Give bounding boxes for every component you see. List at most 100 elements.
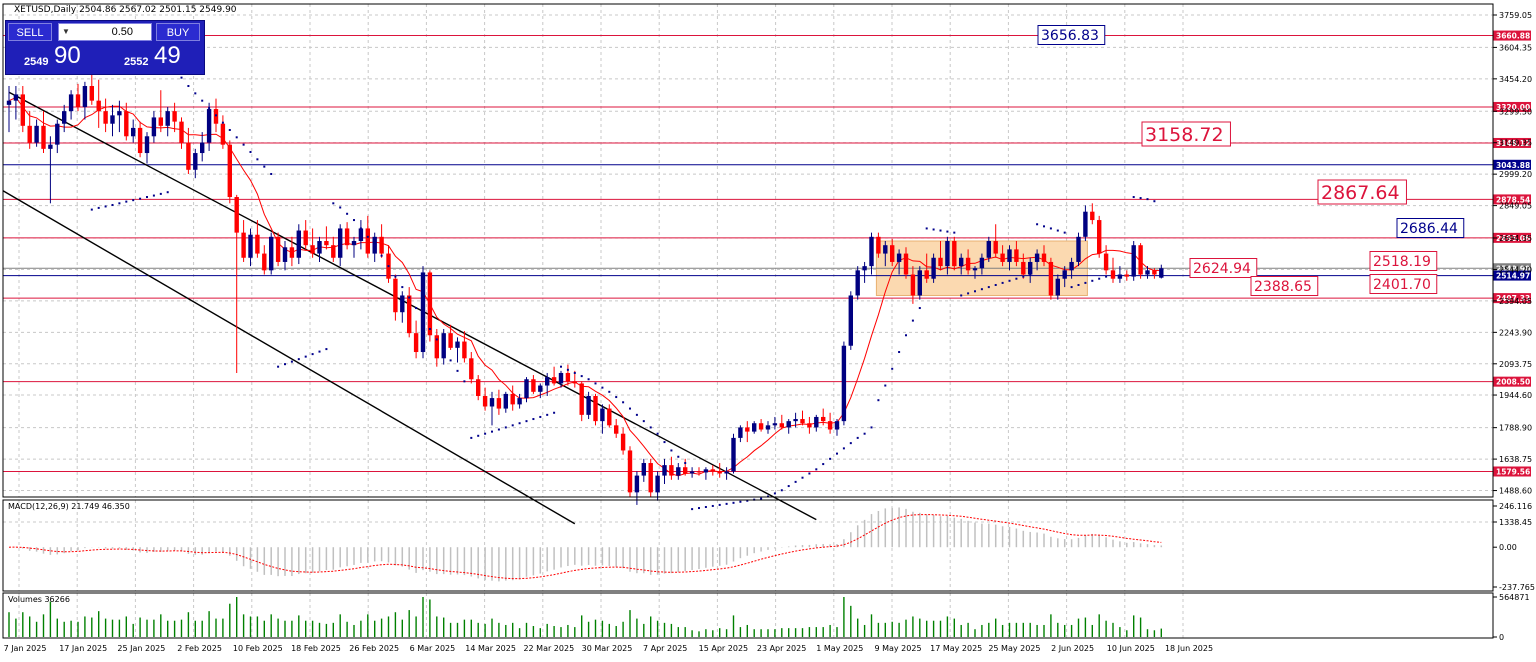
sell-button[interactable]: SELL xyxy=(8,23,52,41)
sar-dot xyxy=(511,424,514,427)
channel-lower-line[interactable] xyxy=(2,190,576,525)
sar-dot xyxy=(967,292,970,295)
sar-dot xyxy=(311,353,314,356)
macd-y-tick-label: 0.00 xyxy=(1499,543,1517,552)
sar-dot xyxy=(359,227,362,230)
candle-body xyxy=(752,423,757,432)
candle-body xyxy=(1000,253,1005,262)
candle-body xyxy=(227,144,232,198)
sar-dot xyxy=(656,432,659,435)
annotation-label: 2867.64 xyxy=(1321,182,1400,204)
candle xyxy=(324,226,329,250)
sar-dot xyxy=(497,428,500,431)
level-tag xyxy=(1493,194,1531,205)
channel-upper-line[interactable] xyxy=(8,91,817,521)
candle xyxy=(696,467,702,476)
candle xyxy=(738,425,743,443)
candle xyxy=(1021,253,1026,279)
y-tick-label: 1488.60 xyxy=(1499,487,1532,496)
sar-dot xyxy=(560,365,562,368)
candle xyxy=(241,220,246,262)
candle-body xyxy=(489,398,495,407)
candle-body xyxy=(848,295,853,346)
level-tag xyxy=(1493,293,1531,304)
annotation-box[interactable] xyxy=(1317,179,1407,205)
one-click-trading-panel: SELL ▼ 0.50 BUY 2549 90 2552 49 xyxy=(5,20,205,75)
candle xyxy=(855,266,860,300)
candle xyxy=(669,456,674,480)
sar-dot xyxy=(822,463,825,466)
candle-body xyxy=(220,123,226,145)
candle-body xyxy=(158,117,163,126)
lot-size-field[interactable]: ▼ 0.50 xyxy=(58,23,152,41)
candle xyxy=(151,111,157,143)
sar-dot xyxy=(987,286,990,289)
annotation-box[interactable] xyxy=(1141,121,1231,147)
candle xyxy=(903,247,909,279)
candle xyxy=(1055,274,1060,300)
candle-body xyxy=(676,467,681,476)
sar-dot xyxy=(1008,279,1011,282)
candle-body xyxy=(807,423,812,428)
candle-body xyxy=(131,127,136,137)
sar-dot xyxy=(394,275,397,278)
x-tick-label: 17 Jan 2025 xyxy=(59,644,107,653)
sell-price-small: 2549 xyxy=(24,56,49,68)
macd-panel: MACD(12,26,9) 21.749 46.350 246.116 0.00 -2… xyxy=(8,502,1535,592)
sar-dot xyxy=(629,407,631,410)
annotation-box[interactable] xyxy=(1396,218,1465,238)
candle xyxy=(579,381,584,422)
lot-dropdown-icon[interactable]: ▼ xyxy=(62,27,70,36)
sar-dot xyxy=(863,432,866,435)
candle xyxy=(972,266,978,279)
candle-body xyxy=(324,241,329,246)
sell-price[interactable]: 2549 90 xyxy=(6,42,102,72)
candle-body xyxy=(710,469,715,472)
candle-body xyxy=(20,94,25,126)
level-tag-label: 2514.97 xyxy=(1496,272,1530,281)
candle-body xyxy=(689,471,695,474)
level-tag-label: 3148.12 xyxy=(1496,139,1530,148)
annotation-box[interactable] xyxy=(1369,274,1438,294)
macd-signal-line xyxy=(8,514,1162,580)
sar-dot xyxy=(1043,225,1045,228)
candle xyxy=(55,119,60,154)
x-tick-label: 25 May 2025 xyxy=(988,644,1040,653)
annotation-box[interactable] xyxy=(1369,251,1438,271)
sar-dot xyxy=(849,442,852,445)
sar-dot xyxy=(373,244,376,247)
candle-body xyxy=(117,111,122,116)
candle xyxy=(503,391,508,413)
annotation-box[interactable] xyxy=(1189,258,1258,278)
candle xyxy=(1131,241,1136,281)
buy-price[interactable]: 2552 49 xyxy=(106,42,202,72)
candle xyxy=(1062,266,1067,288)
candle-body xyxy=(800,419,805,424)
candle-body xyxy=(441,333,446,359)
sar-dot xyxy=(594,382,597,385)
lot-size-value: 0.50 xyxy=(111,26,133,38)
sar-dot xyxy=(1084,281,1087,284)
sar-dot xyxy=(339,206,342,209)
sar-dot xyxy=(711,504,714,507)
sar-dot xyxy=(1015,277,1018,280)
candle-body xyxy=(531,379,536,392)
candle xyxy=(386,245,391,283)
sar-dot xyxy=(146,196,148,199)
sar-dot xyxy=(166,191,169,194)
sar-dot xyxy=(670,449,673,452)
sar-dot xyxy=(677,455,680,458)
volume-y-tick-label: 0 xyxy=(1499,633,1504,642)
candle xyxy=(193,148,198,179)
candle xyxy=(400,291,405,323)
macd-panel-frame xyxy=(2,499,1494,592)
sar-dot xyxy=(891,367,894,370)
buy-button[interactable]: BUY xyxy=(156,23,200,41)
candle-body xyxy=(110,115,115,124)
annotation-box[interactable] xyxy=(1250,276,1319,296)
sar-dot xyxy=(221,121,224,124)
annotation-box[interactable] xyxy=(1037,25,1106,45)
sar-dot xyxy=(642,420,645,423)
